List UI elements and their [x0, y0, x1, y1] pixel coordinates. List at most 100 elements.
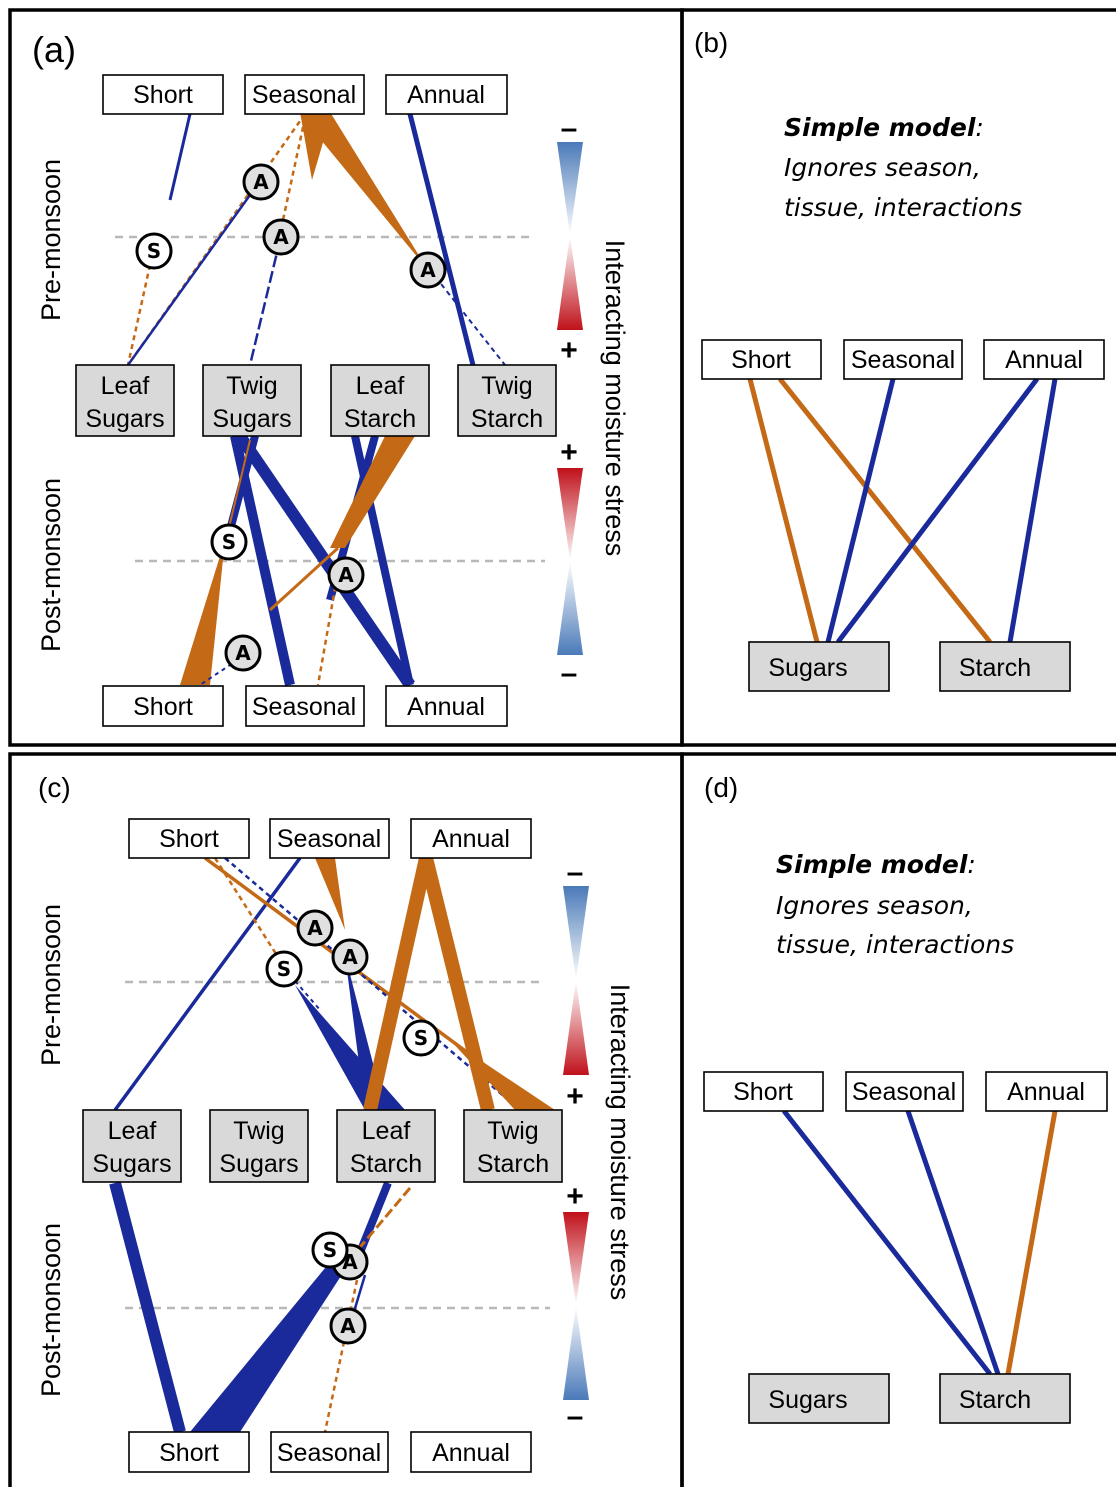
stress-sign-plus: + [566, 1080, 584, 1113]
link-short-starch [782, 1109, 992, 1376]
node-annual-label: Annual [407, 81, 485, 109]
svg-text:A: A [273, 225, 289, 249]
node-leaf-starch-line1: Leaf [362, 1117, 411, 1145]
stress-sign-plus: + [560, 436, 578, 469]
badge-a: A [224, 634, 262, 672]
node-leaf-starch-line2: Starch [344, 405, 416, 433]
node-annual-box [385, 74, 508, 115]
model-subtitle-line1: Ignores season, [776, 891, 973, 920]
badge-s: S [135, 232, 173, 270]
link-seasonal-twig-sugars-orange [281, 117, 307, 221]
node-leaf-sugars-line1: Leaf [101, 372, 150, 400]
node-short-box [102, 685, 224, 727]
badge-a: A [329, 1307, 367, 1345]
node-sugars-label: Sugars [768, 1386, 847, 1414]
node-twig-sugars-box [202, 364, 302, 437]
stress-sign-minus: – [567, 856, 584, 889]
node-short-label: Short [159, 825, 219, 853]
badge-s: S [210, 523, 248, 561]
node-annual-label: Annual [407, 693, 485, 721]
node-short-label: Short [733, 1078, 793, 1106]
node-annual-label: Annual [432, 825, 510, 853]
node-short-box [701, 339, 822, 380]
panel-a-bottom-nodes: Short Seasonal Annual [102, 685, 508, 727]
panel-b-frame [680, 8, 1116, 747]
node-leaf-sugars-line1: Leaf [108, 1117, 157, 1145]
svg-text:S: S [323, 1238, 337, 1262]
node-short-box [128, 1431, 250, 1473]
node-leaf-starch-line2: Starch [350, 1150, 422, 1178]
panel-a-badges: S A A A S A A [135, 163, 447, 672]
stress-sign-minus: – [561, 657, 578, 690]
badge-s: S [402, 1019, 440, 1057]
node-annual-box [410, 818, 532, 859]
panel-c: (c) Sho [36, 772, 635, 1473]
link-twig-starch-orange-dashed [343, 1187, 412, 1266]
link-leaf-starch-seasonal-orange-dashed [323, 1279, 359, 1433]
season-label-post: Post-monsoon [36, 478, 66, 652]
node-twig-sugars-box [209, 1109, 309, 1183]
node-short-box [102, 74, 224, 115]
link-short-twig-starch-orange-wedge [450, 1040, 555, 1110]
link-annual-leaf-starch-orange [363, 856, 433, 1112]
svg-text:A: A [235, 641, 251, 665]
node-starch-label: Starch [959, 1386, 1031, 1414]
panel-c-pre-links [113, 856, 555, 1112]
svg-text:S: S [277, 957, 291, 981]
svg-text:S: S [147, 239, 161, 263]
svg-text:A: A [342, 945, 358, 969]
node-twig-starch-line2: Starch [471, 405, 543, 433]
node-short-label: Short [133, 693, 193, 721]
stress-gradient-bar-top [557, 142, 583, 330]
node-seasonal-label: Seasonal [277, 825, 381, 853]
badge-s: S [311, 1231, 349, 1269]
link-annual-starch [1007, 378, 1058, 643]
stress-gradient-bar-bottom [557, 468, 583, 655]
link-short-twig-starch-blue [168, 113, 192, 201]
node-seasonal-label: Seasonal [851, 346, 955, 374]
stress-gradient-bar-top [563, 886, 589, 1075]
panel-c-bottom-nodes: Short Seasonal Annual [128, 1431, 532, 1473]
node-seasonal-label: Seasonal [252, 81, 356, 109]
link-seasonal-sugars [825, 378, 896, 643]
node-seasonal-label: Seasonal [252, 693, 356, 721]
node-sugars-label: Sugars [768, 654, 847, 682]
node-leaf-sugars-box [82, 1109, 182, 1183]
panel-c-top-nodes: Short Seasonal Annual [128, 818, 532, 859]
svg-text:A: A [253, 170, 269, 194]
link-annual-sugars [836, 377, 1039, 644]
svg-text:A: A [338, 563, 354, 587]
stress-sign-minus: – [567, 1400, 584, 1433]
node-annual-label: Annual [432, 1439, 510, 1467]
node-seasonal-label: Seasonal [852, 1078, 956, 1106]
panel-a: (a) [32, 29, 630, 727]
node-annual-box [385, 685, 508, 727]
link-annual-twig-starch-blue [407, 113, 476, 366]
link-seasonal-leaf-sugars-blue [113, 856, 302, 1112]
link-twig-sugars-short-orange [225, 439, 251, 541]
node-sugars-box [748, 641, 890, 692]
node-seasonal-box [270, 1431, 389, 1473]
panel-a-label: (a) [32, 29, 76, 70]
link-seasonal-twig-sugars-blue [248, 239, 282, 366]
svg-text:S: S [414, 1026, 428, 1050]
badge-a: A [327, 556, 365, 594]
panel-a-top-nodes: Short Seasonal Annual [102, 74, 508, 115]
season-label-pre: Pre-monsoon [36, 159, 66, 321]
panel-a-middle-nodes: Leaf Sugars Twig Sugars Leaf Starch Twig… [75, 364, 557, 437]
node-short-box [703, 1071, 824, 1112]
link-leaf-sugars-short-blue [109, 1181, 186, 1434]
node-annual-label: Annual [1007, 1078, 1085, 1106]
badge-a: A [409, 251, 447, 289]
link-leaf-starch-short-blue-wedge2 [200, 1258, 350, 1432]
badge-a: A [242, 163, 280, 201]
node-twig-starch-box [457, 364, 557, 437]
node-seasonal-box [244, 74, 365, 115]
node-twig-starch-line2: Starch [477, 1150, 549, 1178]
link-short-twig-starch-blue-dashed [224, 857, 521, 1111]
node-twig-sugars-line1: Twig [233, 1117, 284, 1145]
badge-s: S [265, 950, 303, 988]
node-annual-box [983, 339, 1105, 380]
link-leaf-starch-short-orange [268, 546, 340, 612]
node-seasonal-box [269, 818, 390, 859]
